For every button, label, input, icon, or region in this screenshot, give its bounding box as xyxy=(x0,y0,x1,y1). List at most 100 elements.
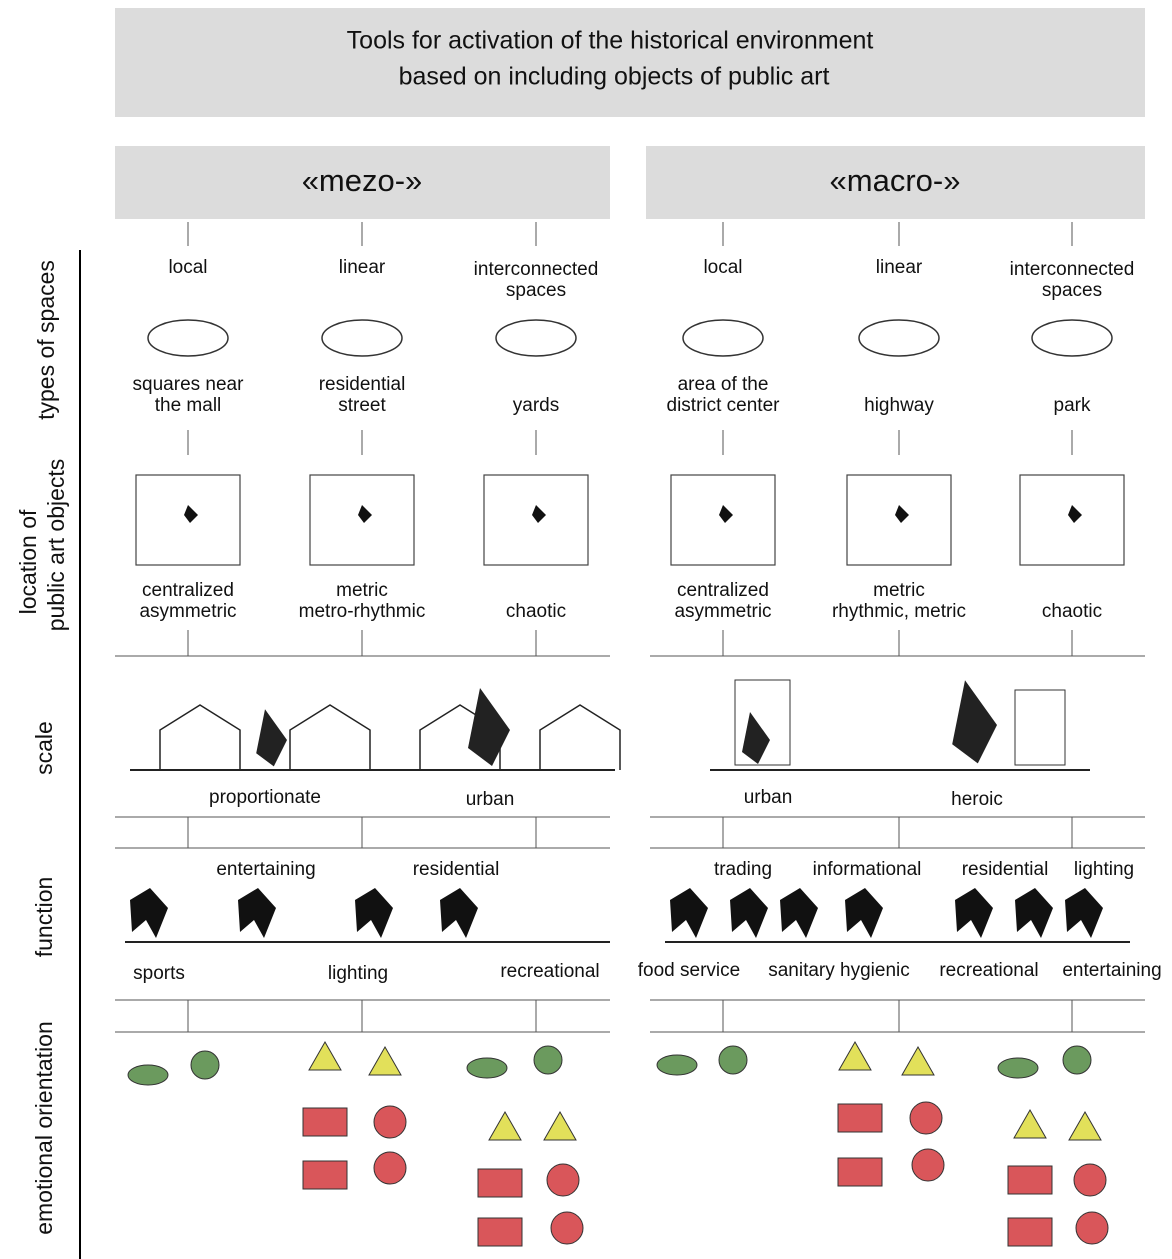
space-type: interconnected xyxy=(1010,259,1135,280)
location-type: metric xyxy=(336,580,388,601)
emotion-icon xyxy=(838,1158,882,1186)
art-object xyxy=(468,688,510,766)
art-object xyxy=(730,888,768,938)
art-object xyxy=(895,505,909,523)
function-label: residential xyxy=(962,859,1049,880)
location-type: metric xyxy=(873,580,925,601)
emotion-icon xyxy=(912,1149,944,1181)
art-object xyxy=(1068,505,1082,523)
location-type: rhythmic, metric xyxy=(832,601,966,622)
plan-sketch xyxy=(1032,320,1112,356)
space-type: local xyxy=(703,257,742,278)
space-example: the mall xyxy=(155,395,222,416)
space-example: area of the xyxy=(678,374,769,395)
title: based on including objects of public art xyxy=(399,63,830,91)
space-example: park xyxy=(1054,395,1091,416)
emotion-icon xyxy=(551,1212,583,1244)
house-sketch xyxy=(540,705,620,770)
art-object xyxy=(952,680,997,763)
row-label: scale xyxy=(31,721,57,775)
emotion-icon xyxy=(369,1047,401,1075)
row-label: location of xyxy=(15,509,41,614)
space-type: spaces xyxy=(506,280,566,301)
art-object xyxy=(130,888,168,938)
function-label: trading xyxy=(714,859,772,880)
space-example: residential xyxy=(319,374,406,395)
art-object xyxy=(955,888,993,938)
emotion-icon xyxy=(534,1046,562,1074)
art-object xyxy=(780,888,818,938)
space-type: spaces xyxy=(1042,280,1102,301)
function-label: recreational xyxy=(500,961,599,982)
location-type: chaotic xyxy=(1042,601,1102,622)
scale-label: urban xyxy=(466,789,515,810)
plan-sketch xyxy=(859,320,939,356)
diagram: Tools for activation of the historical e… xyxy=(0,0,1172,1259)
emotion-icon xyxy=(719,1046,747,1074)
emotion-icon xyxy=(1069,1112,1101,1140)
row-label: emotional orientation xyxy=(31,1021,57,1235)
location-type: asymmetric xyxy=(674,601,771,622)
art-object xyxy=(532,505,546,523)
house-sketch xyxy=(290,705,370,770)
emotion-icon xyxy=(1063,1046,1091,1074)
row-label: function xyxy=(31,877,57,958)
emotion-icon xyxy=(1008,1166,1052,1194)
emotion-icon xyxy=(128,1065,168,1085)
emotion-icon xyxy=(191,1051,219,1079)
location-type: chaotic xyxy=(506,601,566,622)
emotion-icon xyxy=(839,1042,871,1070)
scale-label: heroic xyxy=(951,789,1003,810)
group-label: «macro-» xyxy=(830,163,961,198)
row-label: public art objects xyxy=(43,459,69,632)
location-type: metro-rhythmic xyxy=(299,601,426,622)
space-example: squares near xyxy=(133,374,245,395)
function-label: sports xyxy=(133,963,185,984)
art-object xyxy=(719,505,733,523)
emotion-icon xyxy=(657,1055,697,1075)
plan-sketch xyxy=(496,320,576,356)
function-label: lighting xyxy=(1074,859,1134,880)
emotion-icon xyxy=(309,1042,341,1070)
space-example: district center xyxy=(667,395,781,416)
emotion-icon xyxy=(303,1108,347,1136)
emotion-icon xyxy=(838,1104,882,1132)
building-sketch xyxy=(1015,690,1065,765)
row-label: types of spaces xyxy=(33,260,59,420)
emotion-icon xyxy=(1008,1218,1052,1246)
location-type: centralized xyxy=(142,580,234,601)
plan-sketch xyxy=(148,320,228,356)
art-object xyxy=(238,888,276,938)
location-type: asymmetric xyxy=(139,601,236,622)
emotion-icon xyxy=(998,1058,1038,1078)
space-type: interconnected xyxy=(474,259,599,280)
emotion-icon xyxy=(1074,1164,1106,1196)
emotion-icon xyxy=(489,1112,521,1140)
group-label: «mezo-» xyxy=(302,163,423,198)
emotion-icon xyxy=(547,1164,579,1196)
art-object xyxy=(742,712,770,764)
art-object xyxy=(440,888,478,938)
space-type: local xyxy=(168,257,207,278)
emotion-icon xyxy=(910,1102,942,1134)
house-sketch xyxy=(160,705,240,770)
function-label: food service xyxy=(638,960,740,981)
art-object xyxy=(1015,888,1053,938)
function-label: sanitary hygienic xyxy=(768,960,910,981)
art-object xyxy=(670,888,708,938)
space-type: linear xyxy=(876,257,923,278)
function-label: recreational xyxy=(939,960,1038,981)
emotion-icon xyxy=(374,1106,406,1138)
function-label: informational xyxy=(813,859,922,880)
function-label: lighting xyxy=(328,963,388,984)
space-example: street xyxy=(338,395,386,416)
space-type: linear xyxy=(339,257,386,278)
emotion-icon xyxy=(902,1047,934,1075)
space-example: highway xyxy=(864,395,934,416)
emotion-icon xyxy=(374,1152,406,1184)
scale-label: urban xyxy=(744,787,793,808)
art-object xyxy=(256,709,287,766)
art-object xyxy=(184,505,198,523)
emotion-icon xyxy=(467,1058,507,1078)
title: Tools for activation of the historical e… xyxy=(347,27,874,55)
